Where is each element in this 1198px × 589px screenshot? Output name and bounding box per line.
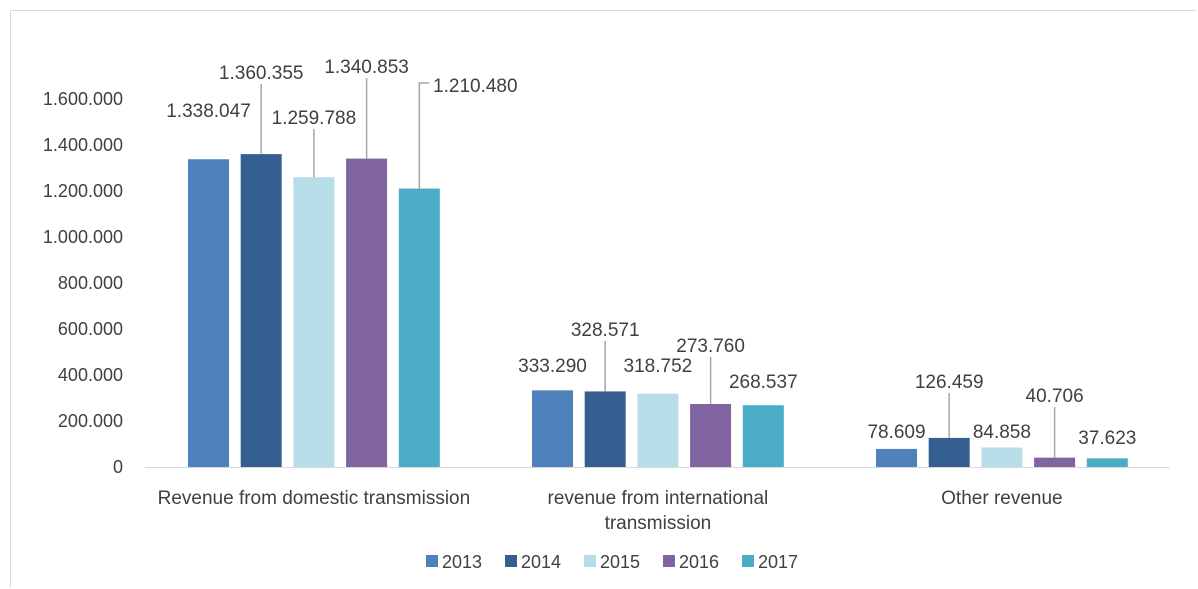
category-label: transmission — [605, 513, 712, 534]
data-label: 40.706 — [1026, 386, 1084, 407]
leader-lines — [260, 78, 1056, 458]
legend-swatch-2013 — [426, 555, 438, 567]
y-tick-label: 0 — [113, 457, 123, 477]
legend-swatch-2017 — [742, 555, 754, 567]
y-tick-label: 1.200.000 — [43, 181, 123, 201]
legend-swatch-2014 — [505, 555, 517, 567]
data-label: 1.360.355 — [219, 63, 304, 84]
y-tick-label: 1.000.000 — [43, 227, 123, 247]
data-labels: 1.338.047 1.360.355 1.259.788 1.340.853 1.21… — [166, 57, 1136, 449]
bar-2017 — [742, 405, 784, 467]
bar-2013 — [188, 159, 229, 467]
data-label: 1.259.788 — [272, 108, 357, 129]
bar-2016 — [690, 404, 732, 467]
data-label: 1.338.047 — [166, 101, 251, 122]
bar-2016 — [346, 158, 388, 467]
bar-2014 — [240, 154, 282, 467]
data-label: 1.340.853 — [324, 57, 409, 78]
category-label: Other revenue — [941, 488, 1062, 509]
x-axis: Revenue from domestic transmission revenu… — [145, 467, 1170, 534]
legend-swatch-2016 — [663, 555, 675, 567]
data-label: 1.210.480 — [433, 76, 518, 97]
legend-swatch-2015 — [584, 555, 596, 567]
y-tick-label: 400.000 — [58, 365, 123, 385]
bar-2014 — [928, 437, 970, 467]
bar-2013 — [532, 390, 573, 467]
y-tick-label: 800.000 — [58, 273, 123, 293]
bar-2015 — [981, 447, 1023, 467]
legend-label-2014: 2014 — [521, 552, 561, 572]
y-tick-label: 1.600.000 — [43, 89, 123, 109]
data-label: 37.623 — [1078, 428, 1136, 449]
legend-label-2016: 2016 — [679, 552, 719, 572]
category-label: revenue from international — [548, 488, 769, 509]
data-label: 333.290 — [518, 356, 587, 377]
legend-label-2017: 2017 — [758, 552, 798, 572]
chart-frame — [10, 10, 1196, 587]
bar-2017 — [398, 188, 440, 467]
bar-2016 — [1034, 457, 1076, 467]
legend-label-2013: 2013 — [442, 552, 482, 572]
legend-label-2015: 2015 — [600, 552, 640, 572]
leader-line — [418, 82, 430, 189]
y-axis: 0 200.000 400.000 600.000 800.000 1.000.000 1.… — [43, 89, 123, 477]
data-label: 318.752 — [624, 356, 693, 377]
data-label: 273.760 — [676, 336, 745, 357]
data-label: 78.609 — [867, 422, 925, 443]
bar-2014 — [584, 391, 626, 467]
bar-2017 — [1086, 458, 1128, 467]
category-label: Revenue from domestic transmission — [158, 488, 471, 509]
bars — [188, 154, 1128, 467]
data-label: 268.537 — [729, 372, 798, 393]
legend: 2013 2014 2015 2016 2017 — [426, 552, 798, 572]
y-tick-label: 600.000 — [58, 319, 123, 339]
bar-2015 — [293, 177, 335, 467]
bar-2015 — [637, 393, 679, 467]
y-tick-label: 200.000 — [58, 411, 123, 431]
data-label: 126.459 — [915, 372, 984, 393]
bar-2013 — [876, 448, 917, 467]
data-label: 328.571 — [571, 320, 640, 341]
data-label: 84.858 — [973, 422, 1031, 443]
y-tick-label: 1.400.000 — [43, 135, 123, 155]
